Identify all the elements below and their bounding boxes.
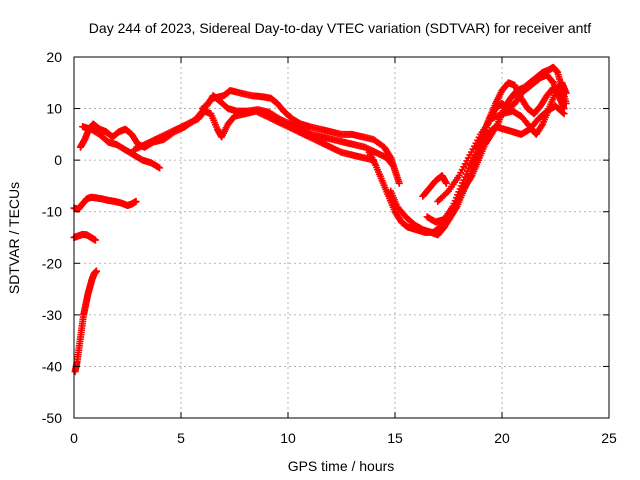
chart-title: Day 244 of 2023, Sidereal Day-to-day VTE…: [89, 20, 592, 36]
series-track-6: [130, 107, 378, 164]
data-point: [91, 236, 99, 244]
y-tick-label: 20: [46, 49, 62, 65]
data-point: [132, 197, 140, 205]
series-track-9: [387, 79, 568, 239]
y-axis: -50 -40 -30 -20 -10 0 10 20: [42, 49, 609, 426]
series-track-13: [472, 71, 568, 154]
series-track-11: [423, 102, 568, 226]
data-point: [443, 189, 451, 197]
series-track-5: [79, 123, 164, 172]
plot-area-frame: [73, 56, 610, 419]
x-axis: 0 5 10 15 20 25: [70, 57, 617, 446]
data-point: [560, 105, 568, 113]
data-point: [562, 89, 570, 97]
y-tick-label: -50: [42, 410, 62, 426]
y-tick-label: -30: [42, 307, 62, 323]
series-track-2: [70, 230, 99, 244]
data-point: [386, 152, 394, 160]
x-tick-label: 5: [177, 430, 185, 446]
data-series: [70, 63, 570, 376]
y-axis-label: SDTVAR / TECUs: [6, 182, 22, 294]
x-tick-label: 10: [280, 430, 296, 446]
y-tick-label: 10: [46, 101, 62, 117]
y-tick-label: 0: [54, 152, 62, 168]
data-point: [442, 179, 450, 187]
series-track-3: [70, 193, 140, 213]
series-track-1: [71, 267, 100, 376]
y-tick-label: -10: [42, 204, 62, 220]
x-tick-label: 15: [387, 430, 403, 446]
y-tick-label: -20: [42, 255, 62, 271]
data-point: [156, 164, 164, 172]
x-tick-label: 0: [70, 430, 78, 446]
x-tick-label: 20: [494, 430, 510, 446]
y-tick-label: -40: [42, 358, 62, 374]
data-point: [92, 267, 100, 275]
data-point: [538, 122, 546, 130]
series-track-7: [198, 87, 403, 187]
series-track-10: [419, 172, 450, 200]
x-axis-label: GPS time / hours: [288, 458, 395, 474]
x-tick-label: 25: [601, 430, 617, 446]
data-point: [395, 179, 403, 187]
